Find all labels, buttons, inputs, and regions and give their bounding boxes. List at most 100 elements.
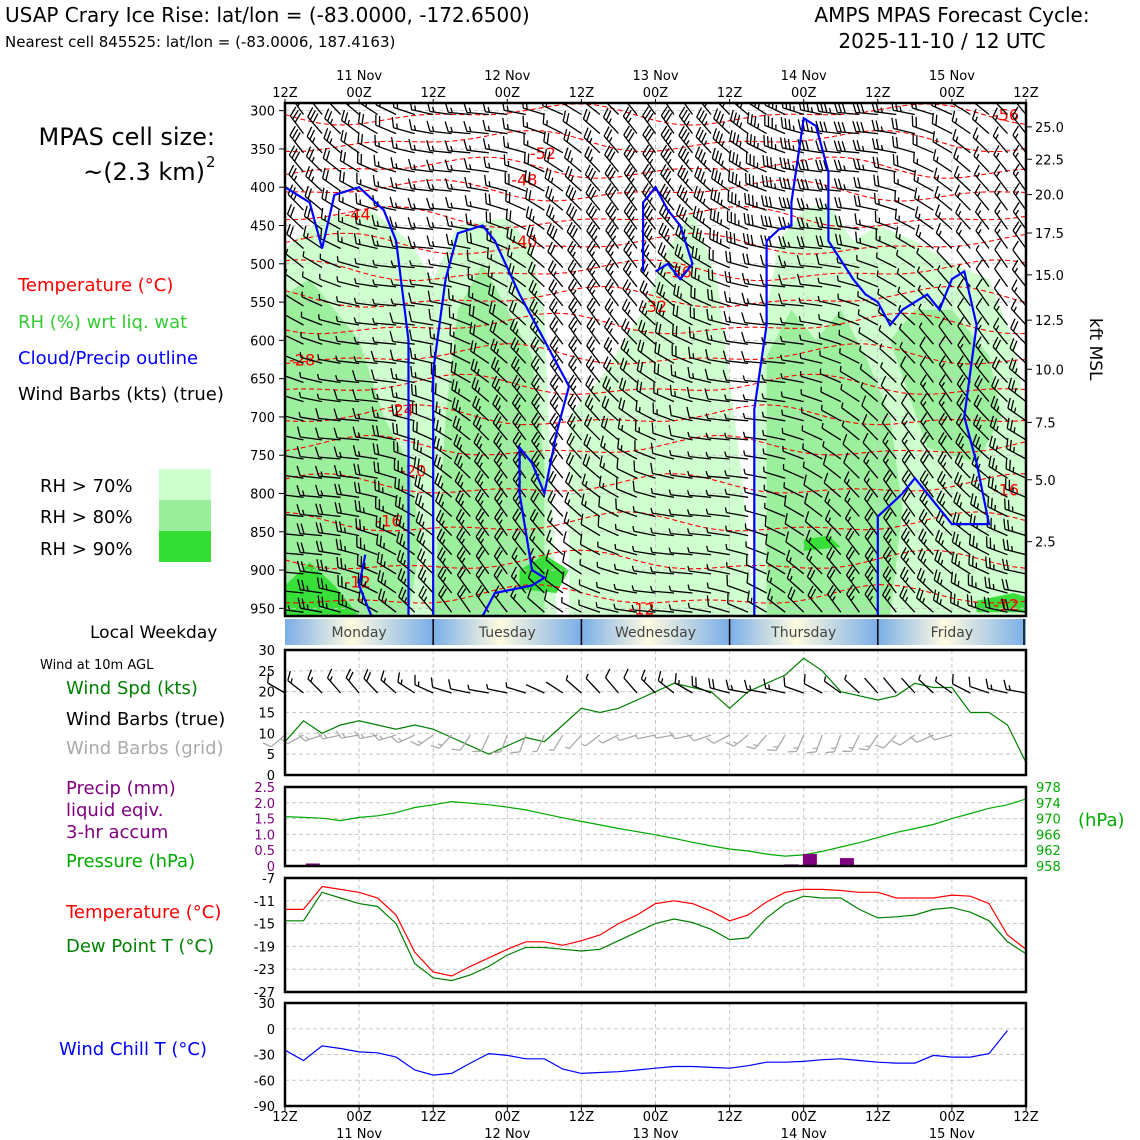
wind-barb <box>566 221 582 249</box>
wind-barb <box>950 571 971 594</box>
wind-barb <box>469 340 490 364</box>
weekday-label: Friday <box>931 625 973 641</box>
wind-barb <box>582 453 601 479</box>
wind-barb <box>581 734 601 747</box>
wind-barb <box>671 344 693 364</box>
wind-barb <box>469 322 490 345</box>
wind-barb <box>844 490 860 517</box>
wind-barb <box>899 586 916 613</box>
wind-barb <box>333 446 360 460</box>
wind-barb <box>1015 103 1026 115</box>
wind-barb <box>649 604 675 613</box>
wind-barb <box>595 581 619 594</box>
wind-barb <box>727 592 749 613</box>
wind-barb <box>504 172 527 192</box>
bottom-axis-date-label: 14 Nov <box>781 1127 827 1140</box>
bottom-axis-date-label: 15 Nov <box>929 1127 975 1140</box>
wind-barb <box>418 585 434 613</box>
wind-barb <box>817 277 841 288</box>
wind-barb <box>289 106 305 134</box>
wind-barb <box>955 432 971 460</box>
wind-barb <box>706 545 730 556</box>
rh80-label: RH > 80% <box>40 507 133 528</box>
wind-barb <box>912 133 934 154</box>
wind-barb <box>881 413 897 441</box>
wind-barb <box>871 119 897 135</box>
wind-barb <box>895 249 916 269</box>
wind-barb <box>912 151 934 173</box>
wind-barb <box>746 590 767 613</box>
temperature-contour <box>285 103 1026 126</box>
wind-barb <box>761 411 786 422</box>
wind-barb <box>815 120 841 135</box>
wind-barb <box>335 520 360 537</box>
wind-barb <box>836 275 860 288</box>
wind-barb <box>474 489 490 517</box>
wind-barb <box>561 597 582 613</box>
wind-barb <box>686 509 712 518</box>
wind-barb <box>304 185 323 211</box>
wind-barb <box>373 461 397 479</box>
wind-barb <box>542 113 564 135</box>
wind-barb <box>356 554 378 575</box>
wind-barb <box>468 304 490 326</box>
wind-barb <box>882 565 897 594</box>
wind-barb <box>725 562 749 575</box>
wind-barb <box>687 602 712 613</box>
wind-barb <box>473 432 490 460</box>
wind-barb <box>871 138 897 154</box>
wind-barb <box>687 584 712 594</box>
wind-barb <box>286 204 304 230</box>
wind-barb <box>597 516 619 537</box>
wind-barb <box>376 533 397 556</box>
wind-barb <box>616 457 638 479</box>
wind-barb <box>494 527 508 556</box>
wind-barb <box>407 158 434 173</box>
wind-barb <box>430 677 452 694</box>
wind-barb <box>668 604 693 613</box>
wind-barb <box>315 503 341 518</box>
wind-barb <box>991 356 1008 383</box>
wind-barb <box>488 283 508 307</box>
wind-barb <box>512 508 527 536</box>
wind-barb <box>826 547 842 575</box>
wind-barb <box>784 513 805 537</box>
wind-barb <box>340 129 360 154</box>
wind-barb <box>764 103 786 116</box>
wind-barb <box>414 474 434 498</box>
wind-barb <box>337 230 360 250</box>
pressure-tick-label: 450 <box>250 220 275 235</box>
temperature-contour-label: -20 <box>400 462 426 481</box>
wind-barb <box>993 163 1009 192</box>
wind-barb <box>487 265 508 288</box>
wind-barb <box>919 374 934 402</box>
wind-barb <box>746 572 767 594</box>
wind-barb <box>838 329 860 345</box>
wind-barb <box>706 288 730 307</box>
wind-barb <box>691 675 712 694</box>
wind-barb <box>523 151 545 173</box>
wind-barb <box>585 374 601 403</box>
wind-barb <box>883 508 897 536</box>
wind-barb <box>426 159 452 173</box>
wind-barb <box>335 316 360 326</box>
hpa-label: (hPa) <box>1078 810 1125 831</box>
panel-tick-label: -90 <box>254 1100 275 1115</box>
wind-barb <box>882 432 897 460</box>
wind-barb <box>787 586 805 613</box>
wind-barb <box>505 682 526 694</box>
wind-barb <box>678 125 694 154</box>
wind-barb <box>723 290 749 307</box>
wind-barb <box>636 359 656 384</box>
wind-barb <box>389 216 415 230</box>
wind-barb <box>882 585 897 613</box>
panel-tick-label: 1.5 <box>254 813 275 828</box>
wind-barb <box>352 389 378 403</box>
wind-barb <box>779 317 804 326</box>
wind-barb <box>974 202 990 230</box>
wind-barb <box>798 297 823 307</box>
wind-barb <box>674 673 693 694</box>
wind-barb <box>438 585 453 613</box>
wind-barb <box>967 574 990 594</box>
wind-barb <box>762 429 786 441</box>
